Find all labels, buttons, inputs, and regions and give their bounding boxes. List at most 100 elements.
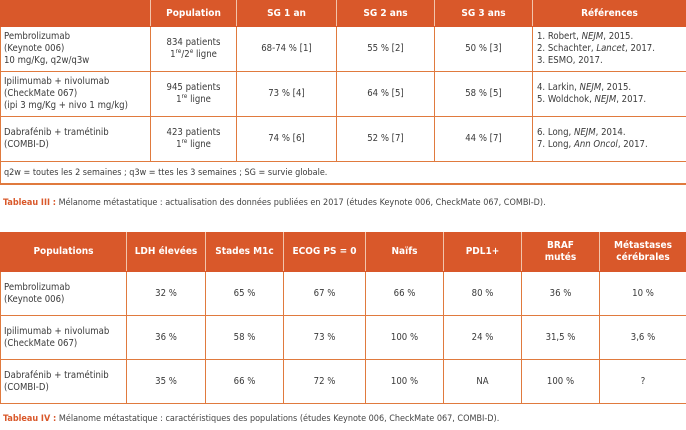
treatment-line: (Keynote 006) (4, 43, 65, 54)
table-row: Dabrafénib + tramétinib (COMBI-D) 35 % 66… (0, 359, 686, 404)
line-text: ligne (187, 94, 211, 105)
header-m1c: Stades M1c (205, 232, 284, 272)
header-populations: Populations (0, 232, 127, 272)
ref-journal: Lancet (596, 43, 626, 54)
ref-text: 5. Woldchok, (537, 94, 595, 105)
sg3-cell: 58 % [5] (434, 71, 533, 117)
reference: 1. Robert, NEJM, 2015. (537, 31, 684, 43)
table-row: Ipilimumab + nivolumab (CheckMate 067) (… (0, 71, 686, 117)
ref-text: 2. Schachter, (537, 43, 597, 54)
header-sg3: SG 3 ans (434, 0, 533, 27)
value-cell: 73 % (283, 315, 366, 360)
line-num: 1 (170, 49, 176, 60)
value-cell: 10 % (599, 271, 686, 316)
population-cell: 945 patients 1re ligne (150, 71, 237, 117)
population-characteristics-table: Populations LDH élevées Stades M1c ECOG … (0, 232, 686, 404)
value-cell: 3,6 % (599, 315, 686, 360)
sg3-cell: 44 % [7] (434, 116, 533, 162)
line-text: ligne (187, 139, 211, 150)
references-cell: 4. Larkin, NEJM, 2015. 5. Woldchok, NEJM… (532, 71, 686, 117)
ref-text: 4. Larkin, (537, 82, 580, 93)
caption-label: Tableau IV : (3, 414, 57, 424)
line-text: ligne (193, 49, 217, 60)
value-cell: 32 % (126, 271, 206, 316)
survival-table: Population SG 1 an SG 2 ans SG 3 ans Réf… (0, 0, 686, 185)
sg2-cell: 52 % [7] (336, 116, 435, 162)
header-ldh: LDH élevées (126, 232, 206, 272)
header-line: Métastases (614, 240, 672, 251)
references-cell: 1. Robert, NEJM, 2015. 2. Schachter, Lan… (532, 26, 686, 72)
treatment-cell: Ipilimumab + nivolumab (CheckMate 067) (… (0, 71, 151, 117)
header-references: Références (532, 0, 686, 27)
reference: 7. Long, Ann Oncol, 2017. (537, 139, 684, 151)
line-sup: e (189, 47, 194, 55)
value-cell: 65 % (205, 271, 284, 316)
reference: 6. Long, NEJM, 2014. (537, 127, 684, 139)
header-sg1: SG 1 an (236, 0, 337, 27)
population-cell: 834 patients 1re/2e ligne (150, 26, 237, 72)
value-cell: NA (443, 359, 522, 404)
footnote-row: q2w = toutes les 2 semaines ; q3w = ttes… (0, 161, 686, 185)
header-pdl1: PDL1+ (443, 232, 522, 272)
line-sep: /2 (181, 49, 190, 60)
treatment-line: Pembrolizumab (4, 281, 71, 293)
line-sup: re (181, 92, 188, 100)
reference: 3. ESMO, 2017. (537, 55, 684, 67)
population-count: 834 patients (166, 37, 221, 48)
table-caption: Tableau IV : Mélanome métastatique : car… (3, 414, 683, 425)
caption-text: Mélanome métastatique : actualisation de… (56, 198, 546, 208)
table-header-row: Population SG 1 an SG 2 ans SG 3 ans Réf… (0, 0, 686, 27)
population-line: 1re ligne (153, 92, 234, 106)
treatment-cell: Pembrolizumab (Keynote 006) 10 mg/Kg, q2… (0, 26, 151, 72)
header-line: BRAF (547, 240, 574, 251)
treatment-cell: Ipilimumab + nivolumab (CheckMate 067) (0, 315, 127, 360)
header-line: mutés (544, 252, 577, 263)
treatment-line: Pembrolizumab (4, 31, 71, 42)
treatment-line: Ipilimumab + nivolumab (4, 325, 110, 337)
header-brain-metastases: Métastases cérébrales (599, 232, 686, 272)
caption-label: Tableau III : (3, 198, 57, 208)
ref-journal: NEJM (579, 82, 602, 93)
population-count: 945 patients (166, 82, 221, 93)
value-cell: 35 % (126, 359, 206, 404)
treatment-cell: Pembrolizumab (Keynote 006) (0, 271, 127, 316)
ref-text: , 2017. (617, 139, 648, 150)
value-cell: 31,5 % (521, 315, 600, 360)
value-cell: 100 % (365, 315, 444, 360)
population-line: 1re ligne (153, 138, 234, 151)
treatment-line: (Keynote 006) (4, 293, 65, 305)
value-cell: 100 % (365, 359, 444, 404)
treatment-line: 10 mg/Kg, q2w/q3w (4, 55, 90, 66)
value-cell: 66 % (205, 359, 284, 404)
line-num: 1 (176, 139, 182, 150)
population-cell: 423 patients 1re ligne (150, 116, 237, 162)
ref-text: 7. Long, (537, 139, 574, 150)
references-cell: 6. Long, NEJM, 2014. 7. Long, Ann Oncol,… (532, 116, 686, 162)
reference: 2. Schachter, Lancet, 2017. (537, 43, 684, 55)
header-population: Population (150, 0, 237, 27)
ref-text: , 2014. (595, 127, 626, 138)
treatment-cell: Dabrafénib + tramétinib (COMBI-D) (0, 359, 127, 404)
ref-text: , 2015. (603, 31, 634, 42)
table-header-row: Populations LDH élevées Stades M1c ECOG … (0, 232, 686, 272)
header-treatment (0, 0, 151, 27)
treatment-line: (ipi 3 mg/Kg + nivo 1 mg/kg) (4, 100, 128, 111)
ref-journal: Ann Oncol (573, 139, 618, 150)
ref-text: , 2017. (616, 94, 647, 105)
header-line: cérébrales (616, 252, 670, 263)
ref-text: , 2015. (601, 82, 632, 93)
sg1-cell: 68-74 % [1] (236, 26, 337, 72)
value-cell: 67 % (283, 271, 366, 316)
caption-text: Mélanome métastatique : caractéristiques… (56, 414, 500, 424)
treatment-line: Ipilimumab + nivolumab (4, 76, 110, 87)
table-caption: Tableau III : Mélanome métastatique : ac… (3, 198, 683, 209)
treatment-line: Dabrafénib + tramétinib (4, 127, 109, 138)
treatment-line: (COMBI-D) (4, 139, 49, 150)
value-cell: 72 % (283, 359, 366, 404)
ref-text: , 2017. (625, 43, 655, 54)
header-naifs: Naïfs (365, 232, 444, 272)
sg2-cell: 64 % [5] (336, 71, 435, 117)
value-cell: 24 % (443, 315, 522, 360)
sg1-cell: 73 % [4] (236, 71, 337, 117)
ref-text: 3. ESMO, 2017. (537, 55, 603, 66)
